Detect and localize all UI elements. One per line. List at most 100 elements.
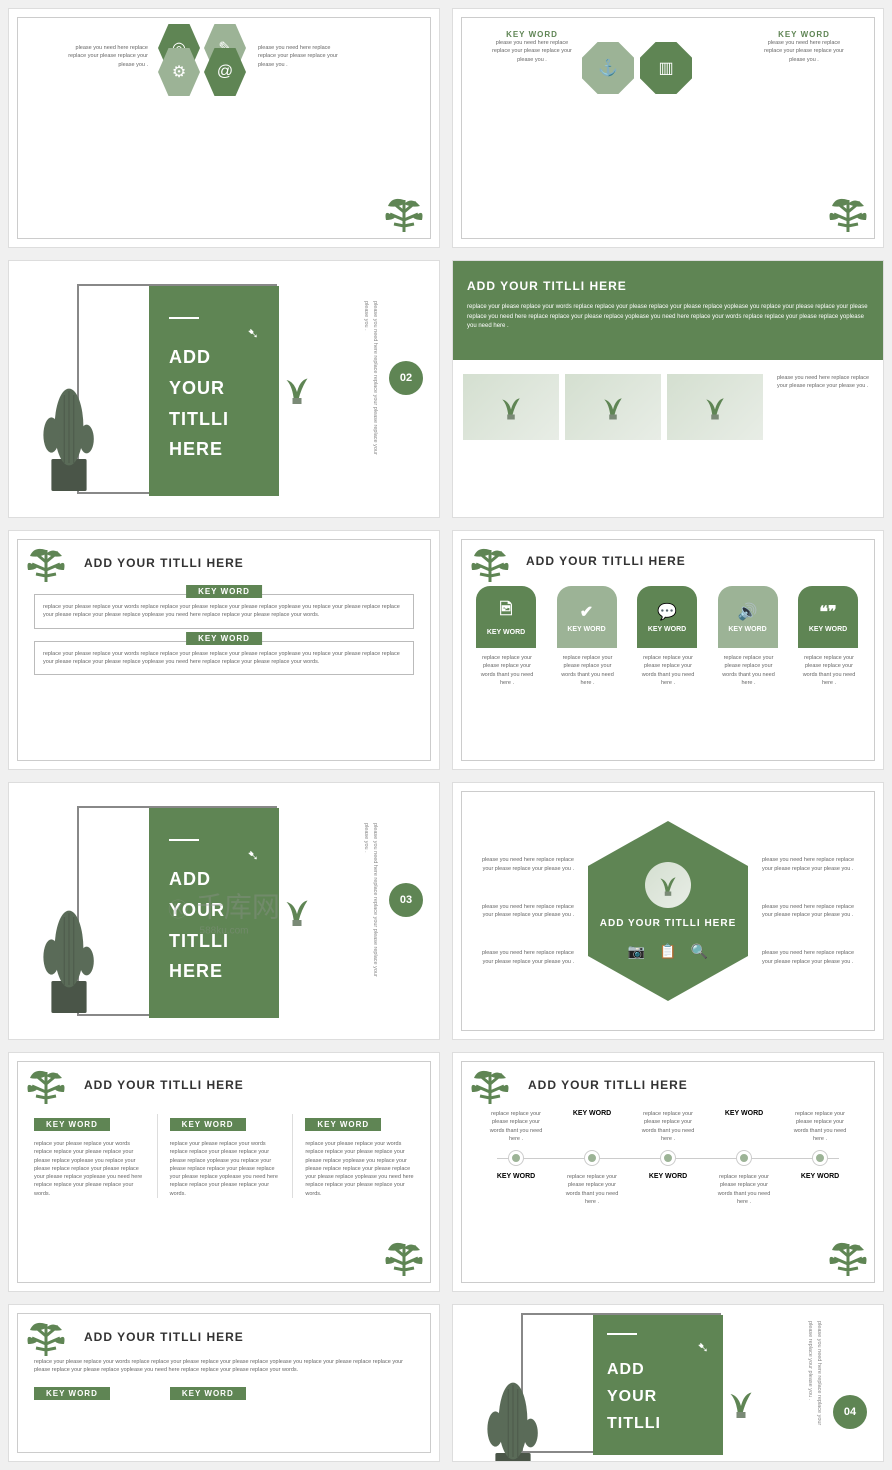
keyword-badge: KEY WORD bbox=[170, 1387, 246, 1400]
slide-2: ⚓ ▥ KEY WORD please you need here replac… bbox=[452, 8, 884, 248]
keyword-label: KEY WORD bbox=[486, 1173, 546, 1180]
tab-card: 🔊KEY WORD bbox=[718, 586, 778, 648]
keyword-badge: KEY WORD bbox=[34, 1387, 110, 1400]
slide-grid: ◎ ✎ ⚙ @ please you need here replace rep… bbox=[8, 8, 884, 1462]
timeline-dot bbox=[813, 1151, 827, 1165]
timeline-dot bbox=[509, 1151, 523, 1165]
slide-title: ADD YOUR TITLLI HERE bbox=[84, 1078, 414, 1092]
body-text: please you need here replace replace you… bbox=[68, 44, 148, 69]
body-text: replace replace your please replace your… bbox=[638, 1110, 698, 1143]
photo-placeholder bbox=[565, 374, 661, 440]
body-text: replace your please replace your words r… bbox=[34, 1358, 414, 1375]
keyword-badge: KEY WORD bbox=[34, 1118, 110, 1131]
body-text: replace replace your please replace your… bbox=[486, 1110, 546, 1143]
leaf-icon bbox=[468, 542, 512, 586]
body-text: replace replace your please replace your… bbox=[790, 1110, 850, 1143]
keyword-label: KEY WORD bbox=[638, 1173, 698, 1180]
section-number: 03 bbox=[389, 883, 423, 917]
slide-title: ADD YOUR TITLLI HERE bbox=[84, 1330, 414, 1344]
vertical-text: please you need here replace replace you… bbox=[361, 823, 379, 983]
body-text: please you need here replace replace you… bbox=[258, 44, 338, 69]
keyword-label: KEY WORD bbox=[790, 1173, 850, 1180]
body-text: replace replace your please replace your… bbox=[798, 654, 860, 687]
tab-card: 🖻KEY WORD bbox=[476, 586, 536, 648]
body-text: replace your please replace your words r… bbox=[43, 603, 405, 620]
body-text: replace replace your please replace your… bbox=[637, 654, 699, 687]
body-text: replace replace your please replace your… bbox=[476, 654, 538, 687]
leaf-icon bbox=[468, 1064, 512, 1108]
body-text: replace your please replace your words r… bbox=[170, 1140, 279, 1198]
body-text: please you need here replace replace you… bbox=[478, 856, 574, 873]
plant-icon bbox=[723, 1385, 759, 1421]
photo-placeholder bbox=[667, 374, 763, 440]
slide-3: ➷ ADDYOURTITLLIHERE please you need here… bbox=[8, 260, 440, 518]
leaf-icon bbox=[382, 192, 426, 236]
slide-4: ADD YOUR TITLLI HERE replace your please… bbox=[452, 260, 884, 518]
info-box: KEY WORD replace your please replace you… bbox=[34, 641, 414, 676]
body-text: please you need here replace replace you… bbox=[769, 374, 873, 391]
slide-title: ADD YOUR TITLLI HERE bbox=[84, 556, 414, 570]
section-title-box: ➷ ADDYOURTITLLI bbox=[593, 1315, 723, 1455]
body-text: replace your please replace your words r… bbox=[305, 1140, 414, 1198]
slide-9: ADD YOUR TITLLI HERE KEY WORD replace you… bbox=[8, 1052, 440, 1292]
section-title-box: ➷ ADDYOURTITLLIHERE bbox=[149, 286, 279, 496]
body-text: please you need here replace replace you… bbox=[762, 903, 858, 920]
body-text: replace your please replace your words r… bbox=[467, 303, 869, 332]
slide-6: ADD YOUR TITLLI HERE 🖻KEY WORD replace re… bbox=[452, 530, 884, 770]
tab-card: 💬KEY WORD bbox=[637, 586, 697, 648]
hex-title: ADD YOUR TITLLI HERE bbox=[600, 918, 736, 929]
search-icon: 🔍 bbox=[691, 943, 708, 960]
body-text: replace replace your please replace your… bbox=[562, 1173, 622, 1206]
body-text: replace replace your please replace your… bbox=[557, 654, 619, 687]
keyword-label: KEY WORD bbox=[492, 30, 572, 39]
section-title: ADDYOURTITLLI bbox=[607, 1356, 709, 1438]
body-text: replace your please replace your words r… bbox=[43, 650, 405, 667]
leaf-icon bbox=[826, 192, 870, 236]
tab-card: ❝❞KEY WORD bbox=[798, 586, 858, 648]
leaf-icon bbox=[24, 1064, 68, 1108]
cactus-icon bbox=[473, 1381, 553, 1461]
section-number: 04 bbox=[833, 1395, 867, 1429]
timeline-dot bbox=[585, 1151, 599, 1165]
keyword-label: KEY WORD bbox=[562, 1110, 622, 1117]
body-text: please you need here replace replace you… bbox=[762, 949, 858, 966]
body-text: please you need here replace replace you… bbox=[764, 39, 844, 64]
slide-title: ADD YOUR TITLLI HERE bbox=[526, 554, 860, 568]
body-text: please you need here replace replace you… bbox=[762, 856, 858, 873]
body-text: replace your please replace your words r… bbox=[34, 1140, 143, 1198]
hex-center: ADD YOUR TITLLI HERE 📷 📋 🔍 bbox=[588, 821, 748, 1001]
vertical-text: please you need here replace replace you… bbox=[361, 301, 379, 461]
slide-5: ADD YOUR TITLLI HERE KEY WORD replace yo… bbox=[8, 530, 440, 770]
keyword-badge: KEY WORD bbox=[305, 1118, 381, 1131]
camera-icon: 📷 bbox=[628, 943, 645, 960]
plant-icon bbox=[279, 893, 315, 929]
clipboard-icon: 📋 bbox=[659, 943, 676, 960]
timeline bbox=[478, 1151, 858, 1165]
hex-icon: @ bbox=[204, 48, 246, 96]
cactus-icon bbox=[29, 387, 109, 517]
body-text: please you need here replace replace you… bbox=[492, 39, 572, 64]
tab-card: ✔KEY WORD bbox=[557, 586, 617, 648]
slide-title: ADD YOUR TITLLI HERE bbox=[467, 279, 869, 293]
leaf-icon bbox=[24, 1316, 68, 1360]
photo-placeholder bbox=[463, 374, 559, 440]
slide-8: please you need here replace replace you… bbox=[452, 782, 884, 1040]
oct-icon: ▥ bbox=[640, 42, 692, 94]
slide-10: ADD YOUR TITLLI HERE replace replace you… bbox=[452, 1052, 884, 1292]
plant-icon bbox=[279, 371, 315, 407]
slide-12: ➷ ADDYOURTITLLI please you need here rep… bbox=[452, 1304, 884, 1462]
cactus-icon bbox=[29, 909, 109, 1039]
info-box: KEY WORD replace your please replace you… bbox=[34, 594, 414, 629]
slide-7: Ⓚ 千库网588ku.com ➷ ADDYOURTITLLIHERE pleas… bbox=[8, 782, 440, 1040]
slide-1: ◎ ✎ ⚙ @ please you need here replace rep… bbox=[8, 8, 440, 248]
section-number: 02 bbox=[389, 361, 423, 395]
body-text: please you need here replace replace you… bbox=[478, 949, 574, 966]
hex-icon: ⚙ bbox=[158, 48, 200, 96]
slide-11: ADD YOUR TITLLI HERE replace your please… bbox=[8, 1304, 440, 1462]
oct-icon: ⚓ bbox=[582, 42, 634, 94]
timeline-dot bbox=[737, 1151, 751, 1165]
vertical-text: please you need here replace replace you… bbox=[805, 1321, 823, 1431]
body-text: replace replace your please replace your… bbox=[718, 654, 780, 687]
leaf-icon bbox=[826, 1236, 870, 1280]
section-title-box: ➷ ADDYOURTITLLIHERE bbox=[149, 808, 279, 1018]
